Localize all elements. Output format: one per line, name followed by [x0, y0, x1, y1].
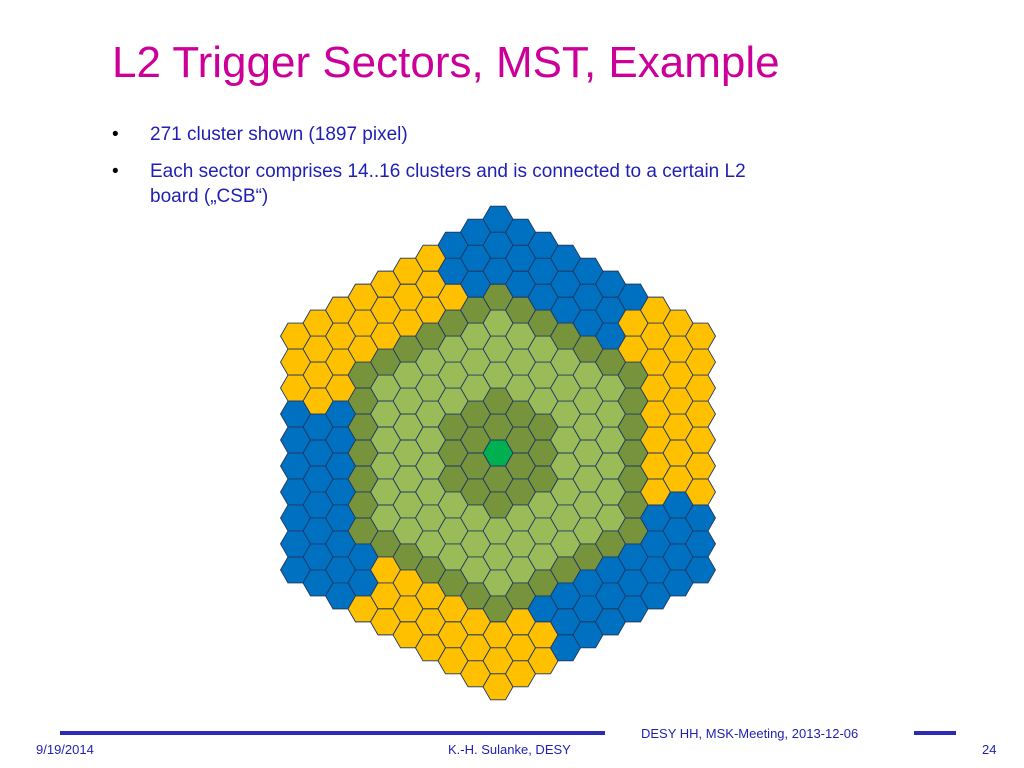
bullet-dot-icon: • [112, 124, 119, 145]
bullet-list: • 271 cluster shown (1897 pixel) • Each … [110, 122, 770, 221]
slide-title: L2 Trigger Sectors, MST, Example [112, 38, 780, 87]
footer-meeting: DESY HH, MSK-Meeting, 2013-12-06 [641, 726, 859, 741]
footer-divider-right [914, 731, 956, 735]
footer-date: 9/19/2014 [36, 742, 94, 757]
bullet-text: Each sector comprises 14..16 clusters an… [150, 161, 746, 207]
footer-page-number: 24 [982, 742, 997, 757]
footer-divider-left [60, 731, 605, 735]
footer-author: K.-H. Sulanke, DESY [448, 742, 571, 757]
bullet-dot-icon: • [112, 161, 119, 182]
bullet-item: • 271 cluster shown (1897 pixel) [110, 122, 770, 147]
bullet-item: • Each sector comprises 14..16 clusters … [110, 159, 770, 209]
hex-cell [279, 530, 312, 558]
bullet-text: 271 cluster shown (1897 pixel) [150, 124, 408, 145]
